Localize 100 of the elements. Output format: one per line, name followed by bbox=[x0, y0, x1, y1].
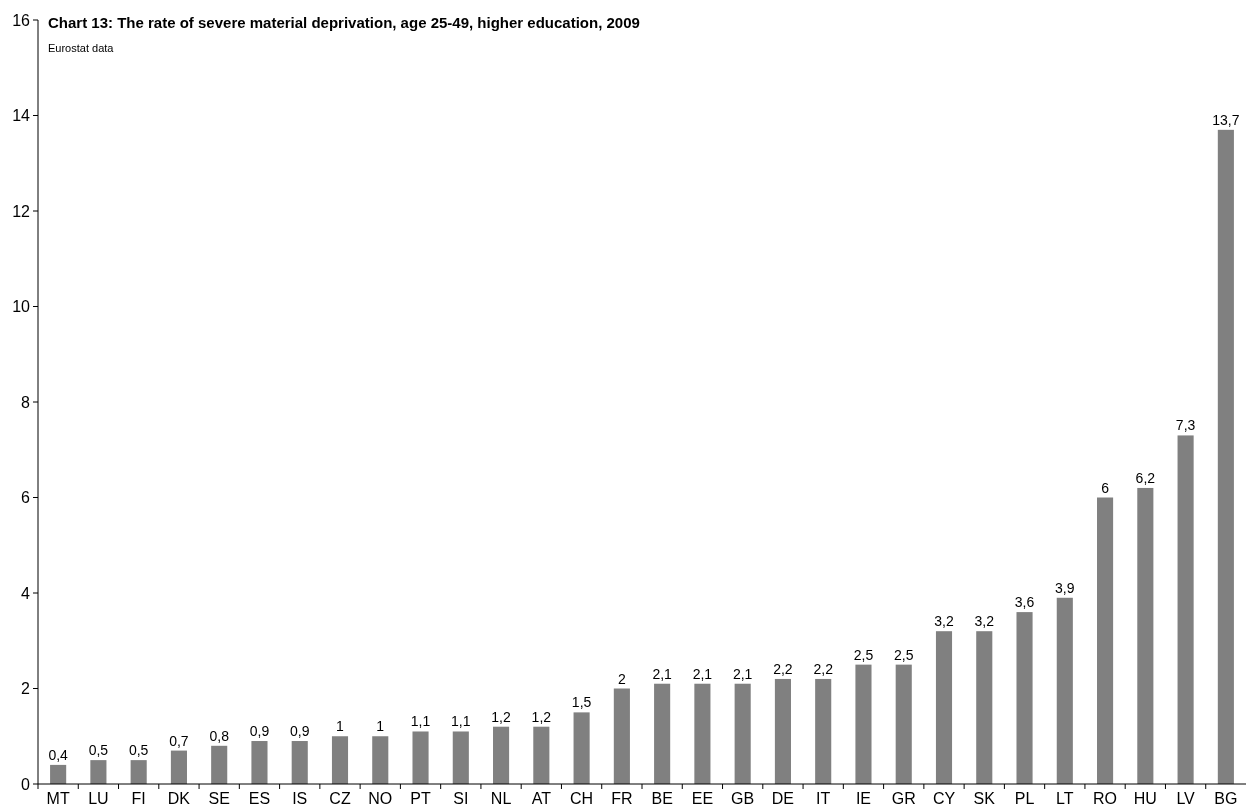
bar bbox=[170, 750, 187, 784]
y-tick-label: 4 bbox=[21, 584, 31, 602]
data-label: 0,5 bbox=[128, 742, 149, 759]
x-tick-label: AT bbox=[531, 790, 552, 807]
x-tick-label: IS bbox=[292, 790, 308, 807]
x-tick-label: EE bbox=[691, 790, 714, 807]
bar bbox=[1097, 497, 1114, 784]
data-label: 6,2 bbox=[1135, 469, 1156, 486]
bar bbox=[291, 741, 308, 784]
bar bbox=[452, 731, 469, 784]
chart-title: Chart 13: The rate of severe material deprivation, age 25-49, higher education, 2009 bbox=[48, 14, 640, 31]
x-tick-label: SI bbox=[453, 790, 469, 807]
y-tick-label: 12 bbox=[12, 202, 31, 220]
bar bbox=[1177, 435, 1194, 784]
x-tick-label: ES bbox=[248, 790, 271, 807]
bar bbox=[50, 764, 67, 784]
y-tick-label: 0 bbox=[21, 775, 31, 793]
x-tick-label: BG bbox=[1214, 790, 1238, 807]
x-tick-label: LU bbox=[88, 790, 109, 807]
data-label: 1,1 bbox=[410, 713, 431, 730]
data-label: 0,7 bbox=[169, 732, 189, 749]
x-tick-label: DK bbox=[167, 790, 191, 807]
data-label: 1 bbox=[376, 718, 385, 735]
x-tick-label: LV bbox=[1176, 790, 1196, 807]
y-tick-label: 16 bbox=[12, 11, 31, 29]
data-label: 1,2 bbox=[491, 708, 512, 725]
bar bbox=[331, 736, 349, 784]
data-label: 3,2 bbox=[934, 613, 954, 630]
data-label: 0,8 bbox=[209, 727, 230, 744]
bar bbox=[251, 741, 268, 784]
y-tick-label: 10 bbox=[12, 298, 31, 316]
x-tick-label: IE bbox=[855, 790, 872, 807]
x-tick-label: DE bbox=[771, 790, 795, 807]
bar bbox=[90, 760, 107, 784]
bar bbox=[654, 683, 671, 784]
data-label: 3,2 bbox=[974, 613, 995, 630]
data-label: 2,1 bbox=[692, 665, 713, 682]
bar bbox=[372, 736, 389, 784]
x-tick-label: NL bbox=[490, 790, 512, 807]
data-label: 2,2 bbox=[813, 660, 834, 677]
bar bbox=[1056, 597, 1073, 784]
bar bbox=[935, 631, 953, 784]
data-label: 2,2 bbox=[773, 660, 793, 677]
x-tick-label: CH bbox=[570, 790, 594, 807]
bar bbox=[1137, 487, 1154, 784]
x-tick-label: GR bbox=[891, 790, 916, 807]
bar bbox=[895, 664, 912, 784]
y-tick-label: 2 bbox=[21, 680, 31, 698]
bar bbox=[976, 631, 993, 784]
data-label: 0,9 bbox=[290, 723, 310, 740]
x-tick-label: LT bbox=[1056, 790, 1074, 807]
bar bbox=[493, 726, 510, 784]
data-label: 1,5 bbox=[571, 694, 592, 711]
data-label: 3,9 bbox=[1055, 579, 1075, 596]
x-tick-label: GB bbox=[731, 790, 755, 807]
data-label: 2,1 bbox=[652, 665, 673, 682]
data-label: 0,9 bbox=[249, 723, 270, 740]
data-label: 2,5 bbox=[894, 646, 914, 663]
x-tick-label: FR bbox=[611, 790, 633, 807]
x-tick-label: SE bbox=[208, 790, 230, 807]
y-tick-label: 6 bbox=[21, 489, 31, 507]
bar bbox=[815, 678, 832, 784]
bar bbox=[734, 683, 751, 784]
y-tick-label: 14 bbox=[12, 107, 31, 125]
x-tick-label: PT bbox=[410, 790, 431, 807]
x-tick-label: FI bbox=[131, 790, 146, 807]
data-label: 3,6 bbox=[1014, 594, 1035, 611]
x-tick-label: SK bbox=[973, 790, 996, 807]
x-tick-label: CZ bbox=[329, 790, 351, 807]
x-tick-label: HU bbox=[1133, 790, 1157, 807]
data-label: 2 bbox=[617, 670, 626, 687]
data-label: 1 bbox=[336, 718, 345, 735]
data-label: 6 bbox=[1101, 479, 1110, 496]
x-tick-label: BE bbox=[651, 790, 673, 807]
bar bbox=[573, 712, 590, 784]
data-label: 2,1 bbox=[732, 665, 753, 682]
bar bbox=[1217, 129, 1234, 784]
data-label: 7,3 bbox=[1175, 417, 1196, 434]
bar bbox=[694, 683, 711, 784]
x-tick-label: RO bbox=[1093, 790, 1118, 807]
bar bbox=[1016, 612, 1033, 784]
data-label: 13,7 bbox=[1212, 111, 1240, 128]
y-tick-label: 8 bbox=[21, 393, 31, 411]
data-label: 0,4 bbox=[48, 746, 69, 763]
bar bbox=[412, 731, 429, 784]
data-label: 1,2 bbox=[531, 708, 552, 725]
x-tick-label: MT bbox=[46, 790, 70, 807]
x-tick-label: IT bbox=[816, 790, 831, 807]
x-tick-label: PL bbox=[1014, 790, 1035, 807]
data-label: 1,1 bbox=[451, 713, 471, 730]
bar bbox=[211, 745, 228, 784]
data-label: 0,5 bbox=[88, 742, 109, 759]
bar bbox=[130, 760, 147, 784]
bar bbox=[533, 726, 550, 784]
bar bbox=[855, 664, 872, 784]
bar bbox=[774, 678, 791, 784]
bar bbox=[613, 688, 630, 784]
x-tick-label: CY bbox=[932, 790, 956, 807]
x-tick-label: NO bbox=[368, 790, 393, 807]
data-label: 2,5 bbox=[853, 646, 874, 663]
